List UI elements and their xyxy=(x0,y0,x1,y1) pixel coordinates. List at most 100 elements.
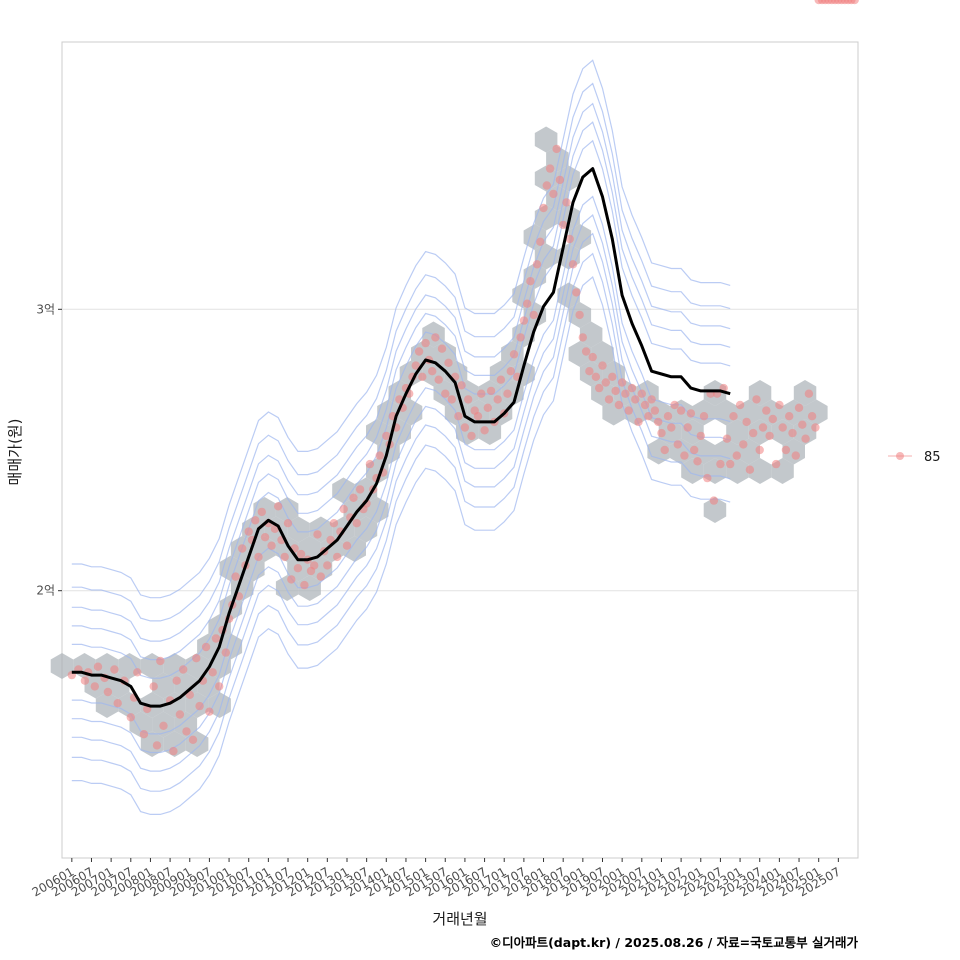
data-point xyxy=(208,668,217,677)
hex-bin xyxy=(726,419,749,445)
data-point xyxy=(80,676,90,685)
data-point xyxy=(464,395,473,404)
data-point xyxy=(221,648,230,657)
data-point xyxy=(457,381,466,390)
data-point xyxy=(565,234,574,244)
data-point xyxy=(316,572,325,581)
data-point xyxy=(365,459,375,469)
data-point xyxy=(716,459,725,469)
hex-bin xyxy=(782,438,805,465)
data-point xyxy=(480,426,489,435)
hex-bin xyxy=(647,399,670,426)
y-tick-label: 3억 xyxy=(36,302,55,316)
data-point xyxy=(375,451,384,460)
data-point xyxy=(156,656,165,666)
data-point xyxy=(244,527,253,536)
data-point xyxy=(657,428,666,438)
data-point xyxy=(555,175,565,185)
data-point xyxy=(280,552,289,562)
data-point xyxy=(192,654,201,663)
data-point xyxy=(103,687,113,697)
data-point xyxy=(260,533,270,542)
hex-bin xyxy=(771,419,794,445)
hex-bin xyxy=(287,516,310,543)
data-point xyxy=(807,412,817,421)
data-point xyxy=(771,459,781,469)
data-point xyxy=(274,502,283,511)
data-point xyxy=(811,423,820,432)
hex-bin xyxy=(647,438,670,465)
data-point xyxy=(467,431,476,441)
data-point xyxy=(195,701,204,711)
density-contour xyxy=(71,252,731,792)
data-point xyxy=(745,465,755,474)
data-point xyxy=(542,181,551,190)
hex-bin xyxy=(591,341,614,367)
data-point xyxy=(431,333,440,342)
hexbin-layer xyxy=(50,126,828,757)
data-point xyxy=(683,423,692,432)
data-point xyxy=(300,580,309,590)
data-point xyxy=(287,575,296,584)
data-point xyxy=(624,406,633,415)
data-point xyxy=(509,350,519,359)
data-point xyxy=(188,735,198,744)
data-point xyxy=(529,310,538,320)
data-point xyxy=(762,406,771,415)
data-point xyxy=(355,485,365,494)
data-point xyxy=(231,572,240,581)
data-point xyxy=(690,445,699,455)
data-point xyxy=(454,412,463,421)
data-point xyxy=(90,682,100,691)
data-point xyxy=(601,378,610,387)
trend-line-layer xyxy=(71,167,731,708)
data-point xyxy=(804,389,814,398)
data-point xyxy=(545,164,555,173)
data-point xyxy=(254,552,263,562)
data-point xyxy=(775,400,784,410)
data-point xyxy=(755,445,764,455)
data-point xyxy=(506,367,515,376)
density-contour xyxy=(71,275,731,815)
hex-bin xyxy=(332,477,355,504)
scatter-points xyxy=(67,0,859,756)
hex-bin xyxy=(242,516,265,543)
legend-label-85: 85 xyxy=(924,450,941,465)
hex-bin xyxy=(568,224,592,250)
data-point xyxy=(735,400,745,410)
hex-bin xyxy=(163,653,186,679)
data-point xyxy=(169,746,178,756)
data-point xyxy=(172,676,181,685)
data-point xyxy=(794,403,804,412)
data-point xyxy=(732,451,741,460)
data-point xyxy=(493,395,502,404)
data-point xyxy=(781,445,791,455)
data-point xyxy=(758,423,768,432)
data-point xyxy=(339,504,348,514)
data-point xyxy=(486,386,496,396)
data-point xyxy=(283,519,293,528)
hex-bin xyxy=(152,672,175,699)
data-point xyxy=(663,412,673,421)
data-point xyxy=(483,403,492,412)
data-point xyxy=(647,395,656,404)
data-point xyxy=(696,431,705,441)
density-contour xyxy=(71,195,731,735)
data-point xyxy=(640,400,650,410)
data-point xyxy=(752,395,761,404)
data-point xyxy=(614,400,624,410)
data-point xyxy=(434,375,443,384)
data-point xyxy=(460,423,470,432)
data-point xyxy=(562,198,571,207)
data-point xyxy=(768,414,777,424)
density-contour xyxy=(71,82,731,622)
density-contour xyxy=(71,213,731,754)
y-axis-title: 매매가(원) xyxy=(6,419,24,486)
hex-bin xyxy=(579,321,603,348)
data-point xyxy=(536,237,545,246)
data-point xyxy=(110,665,119,674)
data-point xyxy=(637,389,646,398)
data-point xyxy=(680,451,689,460)
data-point xyxy=(126,713,135,722)
data-point xyxy=(742,417,751,427)
